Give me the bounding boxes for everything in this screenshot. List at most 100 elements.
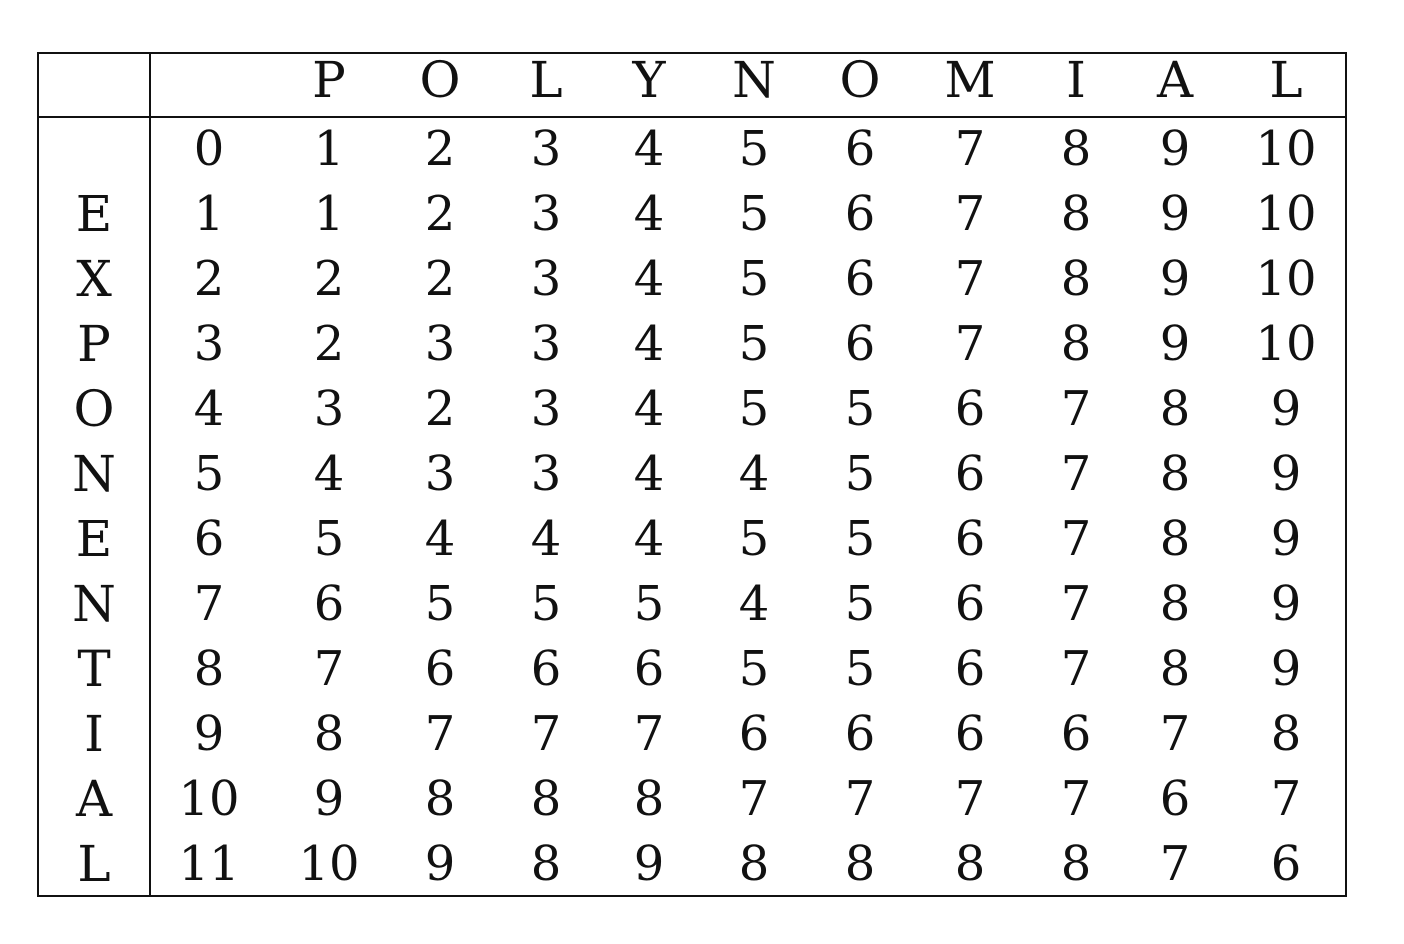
distance-cell: 6 [193,511,225,567]
distance-cell: 8 [1159,511,1191,567]
distance-cell: 5 [844,641,876,697]
distance-cell: 5 [633,576,665,632]
distance-cell: 8 [633,771,665,827]
distance-cell: 6 [530,641,562,697]
distance-cell: 4 [530,511,562,567]
distance-cell: 5 [424,576,456,632]
distance-cell: 0 [193,121,225,177]
distance-cell: 10 [1255,316,1317,372]
row-header-letter: N [72,575,116,633]
distance-cell: 7 [193,576,225,632]
distance-cell: 8 [1060,121,1092,177]
distance-cell: 8 [1060,316,1092,372]
distance-cell: 9 [313,771,345,827]
distance-cell: 7 [738,771,770,827]
distance-cell: 4 [633,381,665,437]
distance-cell: 8 [844,836,876,892]
distance-cell: 3 [530,251,562,307]
distance-cell: 9 [1270,381,1302,437]
distance-cell: 5 [738,251,770,307]
distance-cell: 8 [1159,446,1191,502]
distance-cell: 5 [738,381,770,437]
distance-cell: 7 [954,186,986,242]
distance-cell: 5 [738,511,770,567]
distance-cell: 9 [193,706,225,762]
distance-cell: 7 [844,771,876,827]
distance-cell: 9 [1270,511,1302,567]
distance-cell: 8 [424,771,456,827]
distance-cell: 3 [530,446,562,502]
distance-cell: 6 [954,511,986,567]
distance-cell: 7 [313,641,345,697]
row-header-letter: I [84,705,104,763]
distance-cell: 10 [1255,251,1317,307]
column-header-letter: Y [632,51,666,109]
row-label-divider [149,54,151,895]
distance-cell: 4 [633,446,665,502]
distance-cell: 9 [1270,446,1302,502]
distance-cell: 9 [1270,641,1302,697]
distance-cell: 6 [844,706,876,762]
distance-cell: 11 [178,836,240,892]
distance-cell: 8 [313,706,345,762]
distance-cell: 3 [193,316,225,372]
distance-cell: 4 [313,446,345,502]
column-header-letter: N [732,51,776,109]
distance-cell: 2 [313,316,345,372]
column-header-letter: O [839,51,881,109]
distance-cell: 5 [313,511,345,567]
distance-cell: 4 [738,576,770,632]
distance-cell: 8 [1060,251,1092,307]
distance-cell: 5 [844,446,876,502]
distance-cell: 4 [633,316,665,372]
distance-cell: 9 [1159,316,1191,372]
distance-cell: 7 [1159,836,1191,892]
distance-cell: 7 [633,706,665,762]
column-header-letter: L [1269,51,1303,109]
distance-cell: 3 [530,121,562,177]
row-header-letter: P [77,315,111,373]
distance-cell: 4 [738,446,770,502]
distance-cell: 8 [738,836,770,892]
distance-cell: 2 [424,381,456,437]
distance-cell: 9 [633,836,665,892]
distance-cell: 9 [1159,251,1191,307]
distance-cell: 5 [193,446,225,502]
distance-cell: 9 [1159,186,1191,242]
distance-cell: 10 [178,771,240,827]
row-header-letter: X [76,250,112,308]
column-header-letter: M [944,51,996,109]
column-header-letter: A [1156,51,1194,109]
distance-cell: 10 [298,836,360,892]
column-header-letter: I [1066,51,1086,109]
distance-cell: 6 [954,381,986,437]
distance-cell: 2 [193,251,225,307]
distance-cell: 1 [193,186,225,242]
distance-cell: 6 [844,186,876,242]
distance-cell: 3 [530,186,562,242]
distance-cell: 3 [530,316,562,372]
distance-cell: 7 [424,706,456,762]
distance-cell: 5 [738,316,770,372]
distance-cell: 4 [633,186,665,242]
distance-cell: 8 [1159,381,1191,437]
distance-cell: 1 [313,121,345,177]
distance-cell: 4 [193,381,225,437]
header-divider [39,116,1345,118]
distance-cell: 8 [1159,576,1191,632]
distance-cell: 2 [424,251,456,307]
distance-cell: 7 [1060,576,1092,632]
distance-cell: 6 [954,641,986,697]
distance-cell: 5 [844,576,876,632]
distance-cell: 7 [1060,641,1092,697]
distance-cell: 6 [954,706,986,762]
distance-cell: 5 [530,576,562,632]
distance-cell: 10 [1255,186,1317,242]
distance-cell: 5 [844,511,876,567]
row-header-letter: O [73,380,115,438]
distance-cell: 7 [1060,446,1092,502]
distance-cell: 6 [633,641,665,697]
distance-cell: 6 [1060,706,1092,762]
column-header-letter: L [529,51,563,109]
distance-cell: 6 [313,576,345,632]
